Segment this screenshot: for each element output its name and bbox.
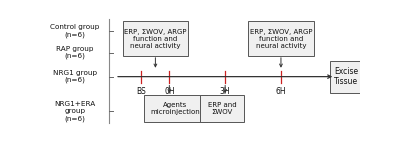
Text: ERP and
ΣWOV: ERP and ΣWOV	[208, 102, 236, 115]
Text: BS: BS	[136, 87, 146, 96]
FancyBboxPatch shape	[123, 21, 188, 56]
Text: ERP, ΣWOV, ARGP
function and
neural activity: ERP, ΣWOV, ARGP function and neural acti…	[124, 29, 187, 49]
FancyBboxPatch shape	[144, 95, 207, 122]
Text: NRG1 group
(n=6): NRG1 group (n=6)	[53, 70, 97, 83]
Text: Excise
Tissue: Excise Tissue	[334, 67, 358, 86]
Text: RAP group
(n=6): RAP group (n=6)	[56, 46, 94, 60]
Text: ERP, ΣWOV, ARGP
function and
neural activity: ERP, ΣWOV, ARGP function and neural acti…	[250, 29, 312, 49]
Text: NRG1+ERA
group
(n=6): NRG1+ERA group (n=6)	[54, 101, 96, 122]
Text: 6H: 6H	[276, 87, 286, 96]
Text: 3H: 3H	[220, 87, 230, 96]
FancyBboxPatch shape	[200, 95, 244, 122]
Text: 0H: 0H	[164, 87, 175, 96]
FancyBboxPatch shape	[330, 61, 362, 93]
Text: Control group
(n=6): Control group (n=6)	[50, 24, 100, 38]
FancyBboxPatch shape	[248, 21, 314, 56]
Text: Agents
microinjection: Agents microinjection	[151, 102, 200, 115]
